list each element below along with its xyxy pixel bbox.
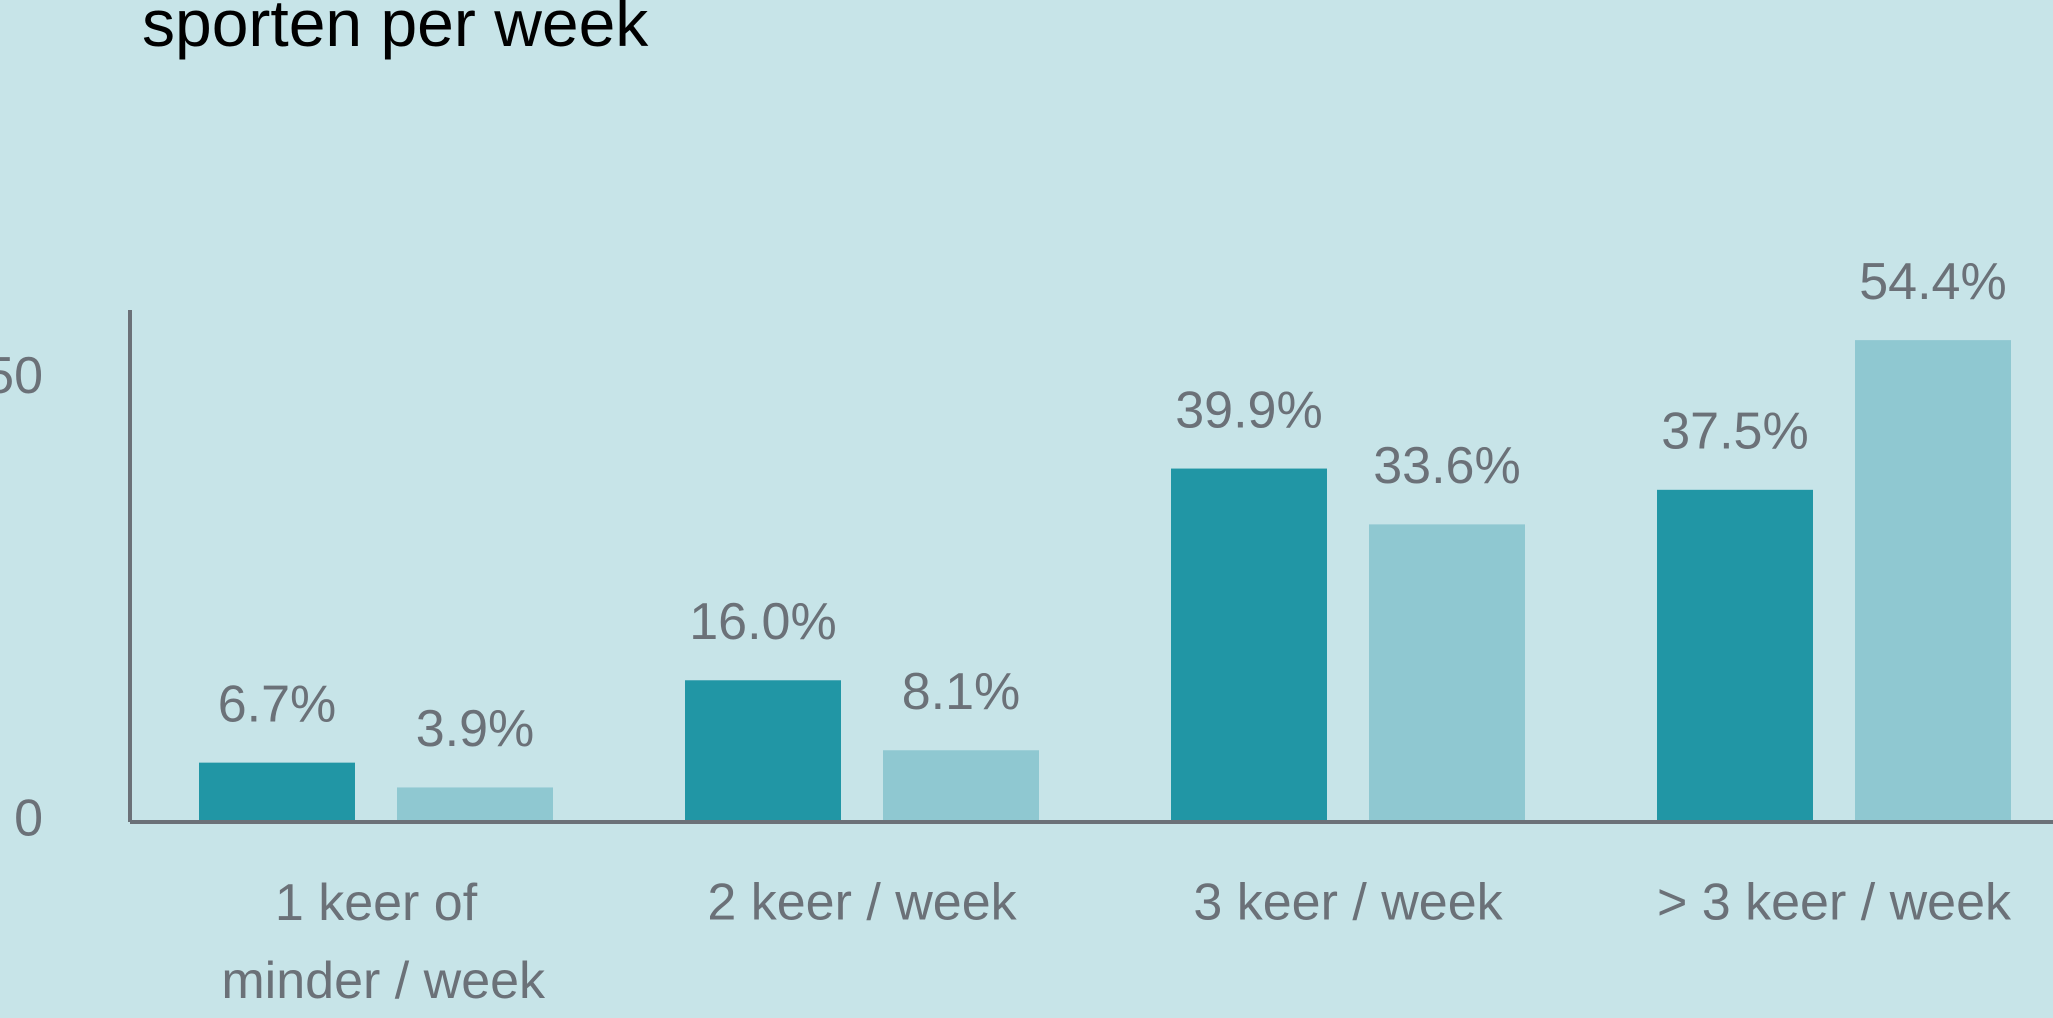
x-tick-label: > 3 keer / week (1657, 874, 2012, 932)
bar (1369, 524, 1525, 822)
value-label: 8.1% (902, 663, 1021, 721)
y-tick-label: 0 (14, 790, 43, 848)
value-label: 16.0% (689, 593, 836, 651)
bar (1657, 489, 1813, 822)
value-label: 54.4% (1859, 253, 2006, 311)
x-tick-label: 3 keer / week (1193, 874, 1503, 932)
bar (1171, 468, 1327, 822)
bar (685, 680, 841, 822)
value-label: 3.9% (416, 700, 535, 758)
x-tick-label: 1 keer of minder / week (207, 874, 546, 1010)
value-label: 39.9% (1175, 381, 1322, 439)
bar (883, 750, 1039, 822)
value-label: 33.6% (1373, 437, 1520, 495)
x-tick-label: 2 keer / week (707, 874, 1017, 932)
bar (1855, 340, 2011, 822)
value-label: 37.5% (1661, 403, 1808, 461)
chart-title: sporten per week (142, 0, 649, 60)
value-label: 6.7% (218, 675, 337, 733)
bar (397, 787, 553, 822)
y-tick-label: 50 (0, 347, 43, 405)
bar (199, 762, 355, 822)
